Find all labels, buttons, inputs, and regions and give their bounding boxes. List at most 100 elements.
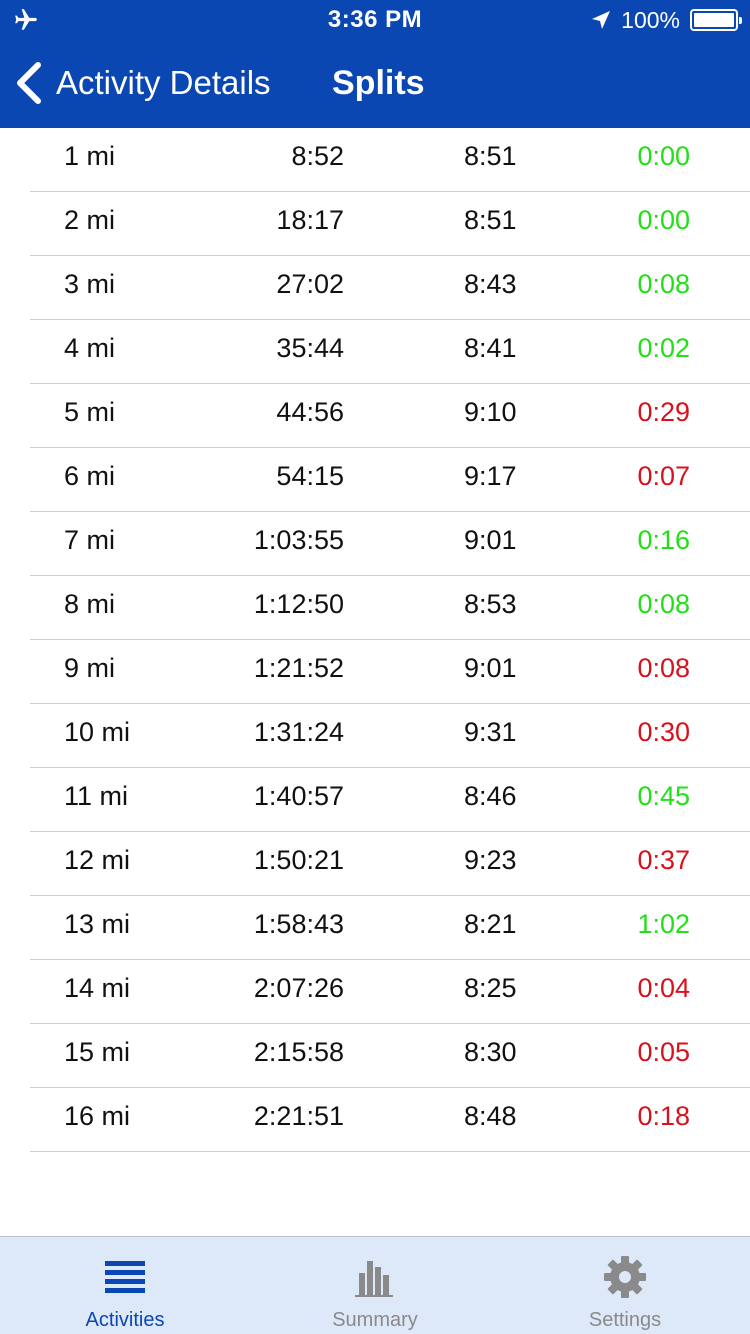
- tab-summary[interactable]: Summary: [250, 1237, 500, 1334]
- split-difference: 0:18: [637, 1101, 690, 1131]
- split-total-time: 2:15:58: [253, 1037, 344, 1067]
- tab-label: Settings: [588, 1309, 662, 1331]
- split-total-time: 18:17: [276, 205, 344, 235]
- splits-table: 1 mi 8:52 8:51 0:00 2 mi 18:17 8:51 0:00 3 mi 27:…: [0, 128, 750, 1152]
- split-mile: 15 mi: [64, 1037, 131, 1067]
- split-difference: 0:16: [637, 525, 690, 555]
- split-total-time: 1:12:50: [253, 589, 344, 619]
- split-mile: 16 mi: [64, 1101, 131, 1131]
- split-row: 15 mi 2:15:58 8:30 0:05: [0, 1024, 750, 1088]
- split-pace: 8:41: [464, 333, 517, 363]
- split-row: 3 mi 27:02 8:43 0:08: [0, 256, 750, 320]
- split-difference: 0:30: [637, 717, 690, 747]
- split-mile: 11 mi: [64, 781, 129, 811]
- split-pace: 9:01: [464, 525, 517, 555]
- status-right: 100%: [591, 6, 742, 34]
- split-total-time: 1:40:57: [253, 781, 344, 811]
- split-pace: 8:30: [464, 1037, 517, 1067]
- split-mile: 3 mi: [64, 269, 116, 299]
- split-total-time: 54:15: [276, 461, 344, 491]
- split-total-time: 1:21:52: [253, 653, 344, 683]
- split-total-time: 1:31:24: [253, 717, 344, 747]
- navigation-bar: Activity Details Splits: [0, 40, 750, 128]
- split-row: 11 mi 1:40:57 8:46 0:45: [0, 768, 750, 832]
- split-row: 16 mi 2:21:51 8:48 0:18: [0, 1088, 750, 1152]
- back-button-label: Activity Details: [56, 64, 271, 101]
- page-title: Splits: [332, 64, 425, 102]
- tab-bar: Activities Summary Sett: [0, 1236, 750, 1334]
- split-row: 14 mi 2:07:26 8:25 0:04: [0, 960, 750, 1024]
- airplane-icon: [15, 9, 37, 30]
- split-total-time: 2:07:26: [253, 973, 344, 1003]
- split-mile: 7 mi: [64, 525, 116, 555]
- split-total-time: 2:21:51: [253, 1101, 344, 1131]
- list-icon: [105, 1261, 145, 1293]
- split-difference: 0:45: [637, 781, 690, 811]
- gear-icon: [604, 1256, 646, 1298]
- split-row: 7 mi 1:03:55 9:01 0:16: [0, 512, 750, 576]
- split-difference: 0:08: [637, 589, 690, 619]
- battery-icon: [690, 9, 742, 31]
- split-mile: 14 mi: [64, 973, 131, 1003]
- split-difference: 0:05: [637, 1037, 690, 1067]
- split-difference: 0:08: [637, 653, 690, 683]
- tab-activities[interactable]: Activities: [0, 1237, 250, 1334]
- split-total-time: 1:50:21: [253, 845, 344, 875]
- split-pace: 9:31: [464, 717, 517, 747]
- tab-settings[interactable]: Settings: [500, 1237, 750, 1334]
- chevron-left-icon: [17, 62, 41, 104]
- split-row: 9 mi 1:21:52 9:01 0:08: [0, 640, 750, 704]
- split-row: 13 mi 1:58:43 8:21 1:02: [0, 896, 750, 960]
- split-row: 10 mi 1:31:24 9:31 0:30: [0, 704, 750, 768]
- split-difference: 0:02: [637, 333, 690, 363]
- status-bar: 3:36 PM 100%: [0, 0, 750, 40]
- status-time: 3:36 PM: [327, 6, 423, 33]
- split-pace: 9:01: [464, 653, 517, 683]
- split-difference: 0:08: [637, 269, 690, 299]
- split-row: 5 mi 44:56 9:10 0:29: [0, 384, 750, 448]
- split-total-time: 44:56: [276, 397, 344, 427]
- split-mile: 1 mi: [64, 141, 116, 171]
- split-difference: 0:07: [637, 461, 690, 491]
- split-mile: 13 mi: [64, 909, 131, 939]
- split-pace: 8:21: [464, 909, 517, 939]
- battery-percentage: 100%: [621, 6, 680, 33]
- split-total-time: 8:52: [291, 141, 344, 171]
- split-mile: 10 mi: [64, 717, 131, 747]
- split-row: 12 mi 1:50:21 9:23 0:37: [0, 832, 750, 896]
- split-total-time: 1:03:55: [253, 525, 344, 555]
- split-pace: 8:53: [464, 589, 517, 619]
- split-pace: 8:25: [464, 973, 517, 1003]
- bar-chart-icon: [355, 1261, 393, 1297]
- split-pace: 9:10: [464, 397, 517, 427]
- split-pace: 9:23: [464, 845, 517, 875]
- tab-label: Activities: [85, 1309, 165, 1331]
- split-difference: 0:37: [637, 845, 690, 875]
- split-mile: 4 mi: [64, 333, 116, 363]
- split-total-time: 35:44: [276, 333, 344, 363]
- split-mile: 6 mi: [64, 461, 116, 491]
- back-button[interactable]: Activity Details: [14, 58, 271, 108]
- split-row: 6 mi 54:15 9:17 0:07: [0, 448, 750, 512]
- split-difference: 0:00: [637, 205, 690, 235]
- split-row: 8 mi 1:12:50 8:53 0:08: [0, 576, 750, 640]
- split-mile: 12 mi: [64, 845, 131, 875]
- split-total-time: 27:02: [276, 269, 344, 299]
- split-pace: 9:17: [464, 461, 517, 491]
- split-mile: 2 mi: [64, 205, 116, 235]
- split-difference: 0:29: [637, 397, 690, 427]
- split-pace: 8:51: [464, 141, 517, 171]
- split-pace: 8:51: [464, 205, 517, 235]
- location-arrow-icon: [592, 11, 611, 29]
- split-pace: 8:43: [464, 269, 517, 299]
- split-row: 1 mi 8:52 8:51 0:00: [0, 128, 750, 192]
- split-mile: 5 mi: [64, 397, 116, 427]
- split-mile: 9 mi: [64, 653, 116, 683]
- split-difference: 0:00: [637, 141, 690, 171]
- tab-label: Summary: [332, 1309, 418, 1331]
- split-pace: 8:48: [464, 1101, 517, 1131]
- split-row: 2 mi 18:17 8:51 0:00: [0, 192, 750, 256]
- split-mile: 8 mi: [64, 589, 116, 619]
- split-total-time: 1:58:43: [253, 909, 344, 939]
- split-difference: 1:02: [637, 909, 690, 939]
